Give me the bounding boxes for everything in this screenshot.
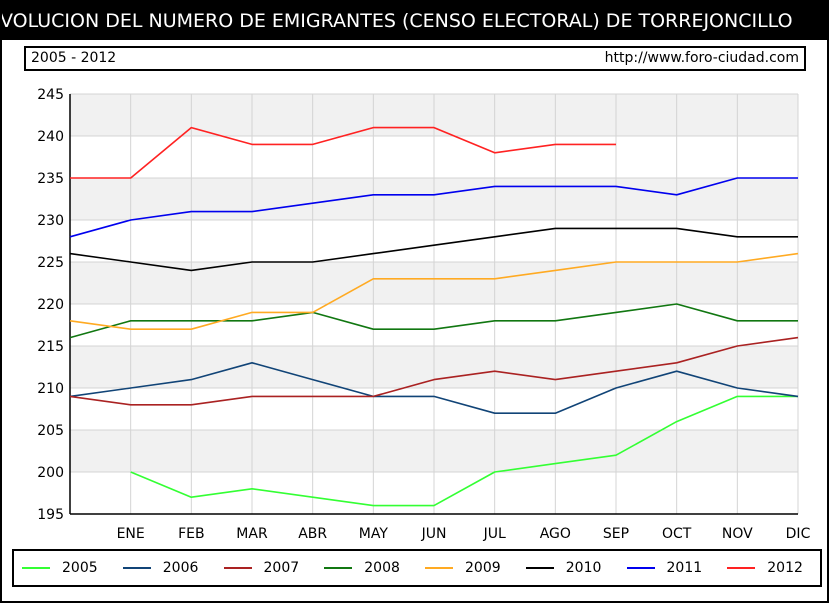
source-url-link[interactable]: http://www.foro-ciudad.com [604, 50, 799, 66]
y-tick-label: 230 [37, 213, 64, 229]
legend-swatch [425, 567, 453, 569]
series-line-2010 [69, 227, 798, 272]
legend-swatch [122, 567, 151, 569]
x-tick-label: OCT [662, 526, 692, 542]
period-label: 2005 - 2012 [31, 50, 117, 66]
legend: 2005 2006 2007 2008 2009 2010 2011 2012 [12, 549, 822, 587]
y-tick-label: 225 [37, 255, 64, 271]
x-tick-label: SEP [603, 526, 629, 542]
legend-swatch [727, 567, 756, 569]
y-tick-label: 215 [37, 339, 64, 355]
y-tick-label: 245 [37, 87, 64, 103]
legend-item-2009: 2009 [425, 551, 501, 585]
x-tick-label: MAR [236, 526, 268, 542]
legend-label: 2011 [666, 560, 703, 576]
legend-swatch [626, 567, 655, 569]
series-line-2011 [69, 177, 798, 238]
series-line-2007 [69, 336, 799, 406]
legend-swatch [223, 567, 252, 569]
legend-item-2007: 2007 [223, 551, 300, 585]
x-tick-label: ABR [298, 526, 327, 542]
legend-item-2011: 2011 [626, 551, 703, 585]
legend-label: 2010 [565, 560, 602, 576]
series-line-2012 [70, 126, 616, 179]
legend-label: 2005 [62, 560, 98, 576]
y-tick-label: 195 [37, 507, 64, 523]
x-tick-label: MAY [359, 526, 389, 542]
series-line-2006 [69, 361, 799, 415]
y-tick-label: 200 [37, 465, 64, 481]
y-tick-label: 205 [37, 423, 64, 439]
series-line-2005 [130, 395, 798, 507]
x-tick-label: FEB [178, 526, 205, 542]
legend-label: 2012 [767, 560, 803, 576]
x-tick-label: JUN [421, 526, 447, 542]
legend-item-2006: 2006 [122, 551, 199, 585]
x-tick-label: JUL [483, 526, 506, 542]
x-tick-label: AGO [540, 526, 571, 542]
x-tick-label: DIC [786, 526, 811, 542]
legend-item-2005: 2005 [22, 551, 98, 585]
legend-label: 2008 [364, 560, 400, 576]
legend-label: 2006 [162, 560, 199, 576]
x-tick-label: NOV [722, 526, 753, 542]
series-line-2008 [69, 303, 798, 339]
line-chart: 195 200 205 210 215 220 225 230 235 240 245 ENE FEB M… [37, 87, 811, 542]
legend-swatch [525, 567, 554, 569]
series-line-2009 [69, 252, 799, 331]
legend-swatch [324, 567, 353, 569]
x-tick-label: ENE [117, 526, 145, 542]
chart-subheader: 2005 - 2012 http://www.foro-ciudad.com [24, 46, 806, 71]
legend-item-2008: 2008 [324, 551, 400, 585]
legend-label: 2009 [465, 560, 501, 576]
legend-label: 2007 [263, 560, 300, 576]
chart-title: VOLUCION DEL NUMERO DE EMIGRANTES (CENSO… [2, 2, 827, 40]
y-tick-label: 240 [37, 129, 64, 145]
legend-item-2010: 2010 [525, 551, 602, 585]
y-tick-label: 235 [37, 171, 64, 187]
legend-swatch [22, 567, 50, 569]
legend-item-2012: 2012 [727, 551, 803, 585]
y-tick-label: 220 [37, 297, 64, 313]
y-tick-label: 210 [37, 381, 64, 397]
